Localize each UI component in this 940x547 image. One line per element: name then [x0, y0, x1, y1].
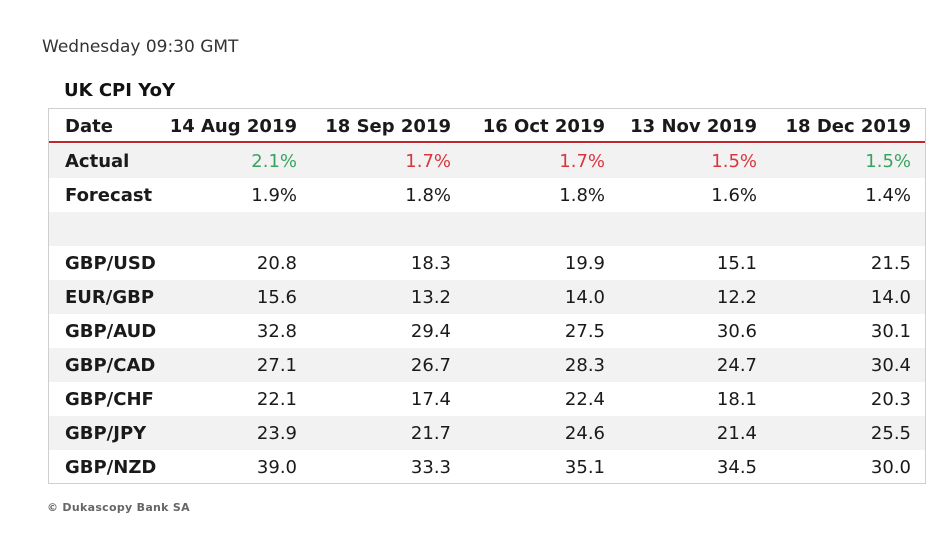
cell-actual-4: 1.5% — [711, 151, 757, 172]
table-cell: 30.0 — [870, 457, 911, 478]
row-label: GBP/CHF — [65, 389, 154, 410]
table-title: UK CPI YoY — [64, 80, 175, 101]
table-cell: 24.7 — [716, 355, 757, 376]
table-cell: 30.4 — [870, 355, 911, 376]
table-row-spacer — [49, 212, 925, 246]
cell-forecast-2: 1.8% — [405, 185, 451, 206]
table-row: GBP/NZD 39.0 33.3 35.1 34.5 30.0 — [49, 450, 925, 484]
table-cell: 35.1 — [564, 457, 605, 478]
table-cell: 27.5 — [564, 321, 605, 342]
table-cell: 29.4 — [410, 321, 451, 342]
table-cell: 18.1 — [716, 389, 757, 410]
table-cell: 28.3 — [564, 355, 605, 376]
table-cell: 33.3 — [410, 457, 451, 478]
table-cell: 32.8 — [256, 321, 297, 342]
table-cell: 22.4 — [564, 389, 605, 410]
column-header-1: 14 Aug 2019 — [169, 116, 297, 137]
column-header-5: 18 Dec 2019 — [785, 116, 912, 137]
table-cell: 19.9 — [564, 253, 605, 274]
table-cell: 15.1 — [716, 253, 757, 274]
table-row: GBP/JPY 23.9 21.7 24.6 21.4 25.5 — [49, 416, 925, 450]
table-cell: 20.3 — [870, 389, 911, 410]
cell-actual-2: 1.7% — [405, 151, 451, 172]
table-cell: 25.5 — [870, 423, 911, 444]
row-label: GBP/NZD — [65, 457, 157, 478]
table-cell: 14.0 — [870, 287, 911, 308]
table-cell: 20.8 — [256, 253, 297, 274]
table-cell: 26.7 — [410, 355, 451, 376]
table-cell: 27.1 — [256, 355, 297, 376]
table-cell: 34.5 — [716, 457, 757, 478]
table-cell: 14.0 — [564, 287, 605, 308]
table-row: GBP/USD 20.8 18.3 19.9 15.1 21.5 — [49, 246, 925, 280]
table-cell: 12.2 — [716, 287, 757, 308]
cell-forecast-1: 1.9% — [251, 185, 297, 206]
table-row-forecast: Forecast 1.9% 1.8% 1.8% 1.6% 1.4% — [49, 178, 925, 212]
table-cell: 17.4 — [410, 389, 451, 410]
cell-forecast-5: 1.4% — [865, 185, 911, 206]
table-row: GBP/CAD 27.1 26.7 28.3 24.7 30.4 — [49, 348, 925, 382]
row-label: GBP/JPY — [65, 423, 147, 444]
row-label: GBP/USD — [65, 253, 156, 274]
row-label: Forecast — [65, 185, 153, 206]
column-header-4: 13 Nov 2019 — [630, 116, 757, 137]
column-header-2: 18 Sep 2019 — [325, 116, 451, 137]
column-header-3: 16 Oct 2019 — [482, 116, 605, 137]
row-label: GBP/CAD — [65, 355, 156, 376]
row-label: Actual — [65, 151, 130, 172]
cell-actual-1: 2.1% — [251, 151, 297, 172]
table-row: GBP/AUD 32.8 29.4 27.5 30.6 30.1 — [49, 314, 925, 348]
table-cell: 21.4 — [716, 423, 757, 444]
cell-forecast-3: 1.8% — [559, 185, 605, 206]
table-cell: 30.1 — [870, 321, 911, 342]
table-header-row: Date 14 Aug 2019 18 Sep 2019 16 Oct 2019… — [49, 109, 925, 143]
table-cell: 21.7 — [410, 423, 451, 444]
row-label: EUR/GBP — [65, 287, 155, 308]
cpi-table: Date 14 Aug 2019 18 Sep 2019 16 Oct 2019… — [48, 108, 926, 484]
copyright-notice: © Dukascopy Bank SA — [47, 501, 190, 514]
cell-actual-3: 1.7% — [559, 151, 605, 172]
row-label: GBP/AUD — [65, 321, 157, 342]
table-row: GBP/CHF 22.1 17.4 22.4 18.1 20.3 — [49, 382, 925, 416]
table-cell: 30.6 — [716, 321, 757, 342]
table-cell: 24.6 — [564, 423, 605, 444]
table-cell: 15.6 — [256, 287, 297, 308]
table-cell: 13.2 — [410, 287, 451, 308]
table-row-actual: Actual 2.1% 1.7% 1.7% 1.5% 1.5% — [49, 144, 925, 178]
column-header-date: Date — [65, 116, 113, 137]
table-cell: 22.1 — [256, 389, 297, 410]
table-cell: 18.3 — [410, 253, 451, 274]
table-cell: 21.5 — [870, 253, 911, 274]
table-row: EUR/GBP 15.6 13.2 14.0 12.2 14.0 — [49, 280, 925, 314]
release-time: Wednesday 09:30 GMT — [42, 37, 239, 57]
table-cell: 23.9 — [256, 423, 297, 444]
cell-actual-5: 1.5% — [865, 151, 911, 172]
table-cell: 39.0 — [256, 457, 297, 478]
cell-forecast-4: 1.6% — [711, 185, 757, 206]
